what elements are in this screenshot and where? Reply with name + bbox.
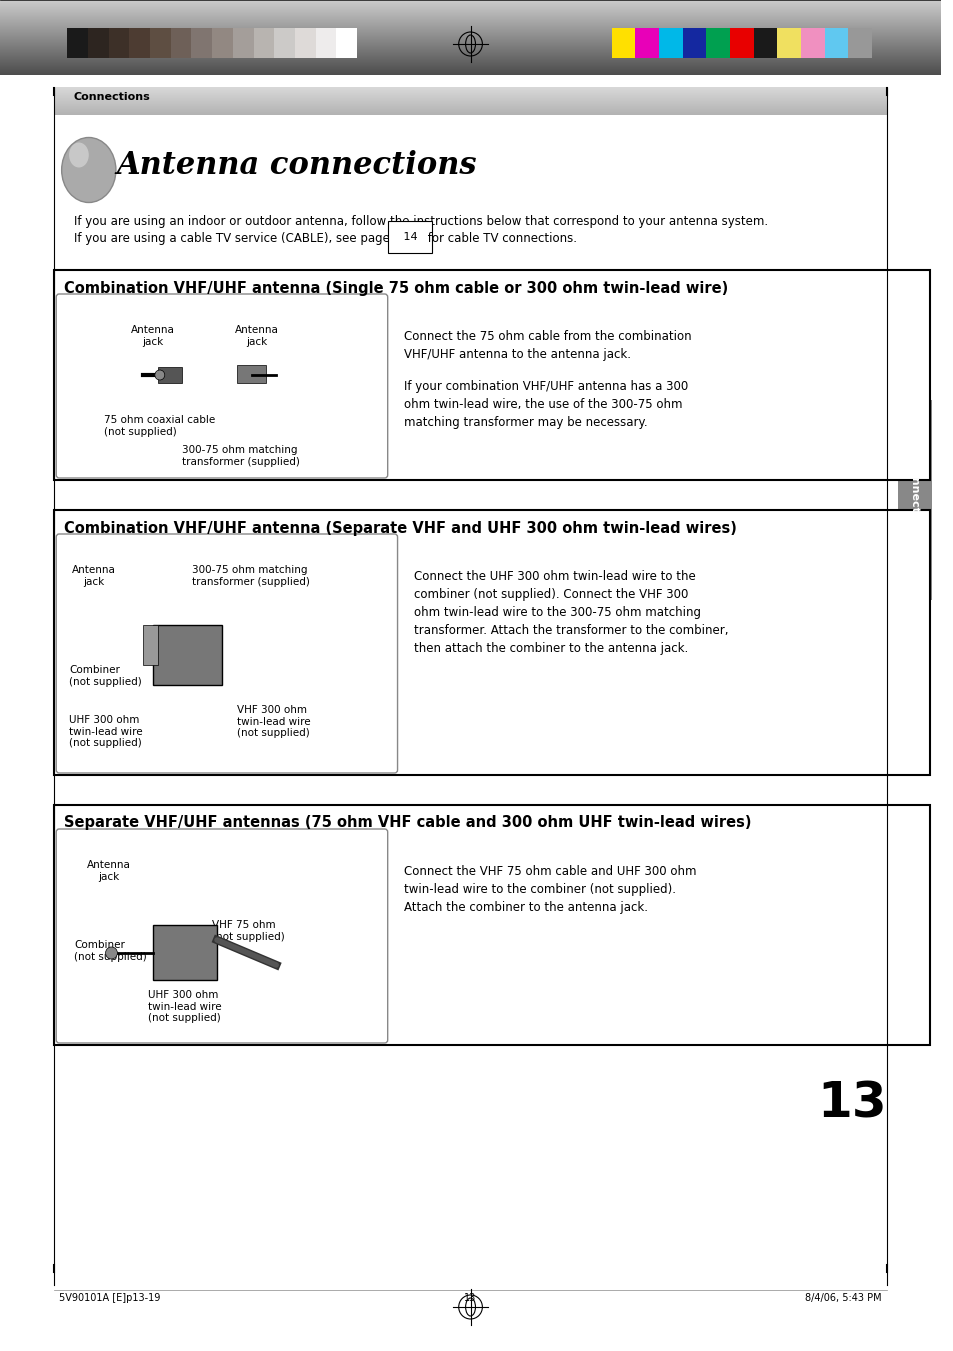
FancyBboxPatch shape [54, 509, 929, 775]
Bar [233, 28, 253, 58]
FancyBboxPatch shape [0, 0, 940, 76]
Text: Antenna
jack: Antenna jack [234, 326, 278, 347]
Circle shape [106, 947, 117, 959]
Bar [847, 28, 871, 58]
Bar [705, 28, 729, 58]
Text: 14: 14 [399, 232, 420, 242]
Text: Connections: Connections [74, 92, 151, 101]
Bar [152, 925, 216, 979]
Text: Combiner
(not supplied): Combiner (not supplied) [74, 940, 147, 962]
FancyBboxPatch shape [56, 534, 397, 773]
Bar [236, 365, 266, 382]
Bar [897, 400, 931, 600]
Bar [67, 28, 88, 58]
Text: Antenna
jack: Antenna jack [87, 861, 131, 882]
Bar [336, 28, 356, 58]
Text: Connections: Connections [908, 462, 919, 539]
Text: If you are using an indoor or outdoor antenna, follow the instructions below tha: If you are using an indoor or outdoor an… [74, 215, 767, 228]
Text: 13: 13 [817, 1079, 886, 1128]
Bar [171, 28, 192, 58]
Bar [152, 626, 222, 685]
Bar [635, 28, 659, 58]
Bar [823, 28, 847, 58]
Bar [753, 28, 777, 58]
Bar [659, 28, 682, 58]
Circle shape [154, 370, 165, 380]
Text: UHF 300 ohm
twin-lead wire
(not supplied): UHF 300 ohm twin-lead wire (not supplied… [69, 715, 143, 748]
Text: Antenna connections: Antenna connections [116, 150, 476, 181]
Bar [611, 28, 635, 58]
Text: Separate VHF/UHF antennas (75 ohm VHF cable and 300 ohm UHF twin-lead wires): Separate VHF/UHF antennas (75 ohm VHF ca… [64, 816, 751, 831]
Bar [253, 28, 274, 58]
Bar [109, 28, 129, 58]
Bar [88, 28, 109, 58]
Bar [729, 28, 753, 58]
FancyBboxPatch shape [54, 270, 929, 480]
Bar [129, 28, 150, 58]
Ellipse shape [69, 142, 89, 168]
Text: Antenna
jack: Antenna jack [131, 326, 174, 347]
Text: 13: 13 [464, 1293, 476, 1302]
FancyBboxPatch shape [56, 830, 387, 1043]
Bar [294, 28, 315, 58]
Text: Combination VHF/UHF antenna (Single 75 ohm cable or 300 ohm twin-lead wire): Combination VHF/UHF antenna (Single 75 o… [64, 281, 727, 296]
Bar [143, 626, 157, 665]
Bar [274, 28, 294, 58]
Text: 8/4/06, 5:43 PM: 8/4/06, 5:43 PM [804, 1293, 881, 1302]
Text: 300-75 ohm matching
transformer (supplied): 300-75 ohm matching transformer (supplie… [182, 444, 300, 466]
Text: Connect the UHF 300 ohm twin-lead wire to the
combiner (not supplied). Connect t: Connect the UHF 300 ohm twin-lead wire t… [414, 570, 728, 655]
Bar [777, 28, 801, 58]
Bar [157, 367, 182, 382]
FancyBboxPatch shape [56, 295, 387, 478]
Bar [192, 28, 212, 58]
Text: for cable TV connections.: for cable TV connections. [424, 232, 577, 245]
Text: Combination VHF/UHF antenna (Separate VHF and UHF 300 ohm twin-lead wires): Combination VHF/UHF antenna (Separate VH… [64, 520, 737, 535]
Bar [212, 28, 233, 58]
FancyBboxPatch shape [54, 805, 929, 1046]
Text: Connect the 75 ohm cable from the combination
VHF/UHF antenna to the antenna jac: Connect the 75 ohm cable from the combin… [404, 330, 691, 361]
Bar [801, 28, 823, 58]
Bar [315, 28, 336, 58]
Text: VHF 300 ohm
twin-lead wire
(not supplied): VHF 300 ohm twin-lead wire (not supplied… [236, 705, 310, 738]
Text: 75 ohm coaxial cable
(not supplied): 75 ohm coaxial cable (not supplied) [104, 415, 214, 436]
Text: If your combination VHF/UHF antenna has a 300
ohm twin-lead wire, the use of the: If your combination VHF/UHF antenna has … [404, 380, 688, 430]
Bar [150, 28, 171, 58]
Text: Antenna
jack: Antenna jack [71, 565, 115, 586]
Ellipse shape [62, 138, 116, 203]
Text: 300-75 ohm matching
transformer (supplied): 300-75 ohm matching transformer (supplie… [193, 565, 310, 586]
Text: 5V90101A [E]p13-19: 5V90101A [E]p13-19 [59, 1293, 160, 1302]
Bar [54, 86, 887, 115]
Text: Connect the VHF 75 ohm cable and UHF 300 ohm
twin-lead wire to the combiner (not: Connect the VHF 75 ohm cable and UHF 300… [404, 865, 697, 915]
Text: Combiner
(not supplied): Combiner (not supplied) [69, 665, 142, 686]
Text: UHF 300 ohm
twin-lead wire
(not supplied): UHF 300 ohm twin-lead wire (not supplied… [148, 990, 221, 1023]
Text: If you are using a cable TV service (CABLE), see page: If you are using a cable TV service (CAB… [74, 232, 394, 245]
Bar [682, 28, 705, 58]
Text: VHF 75 ohm
(not supplied): VHF 75 ohm (not supplied) [212, 920, 285, 942]
